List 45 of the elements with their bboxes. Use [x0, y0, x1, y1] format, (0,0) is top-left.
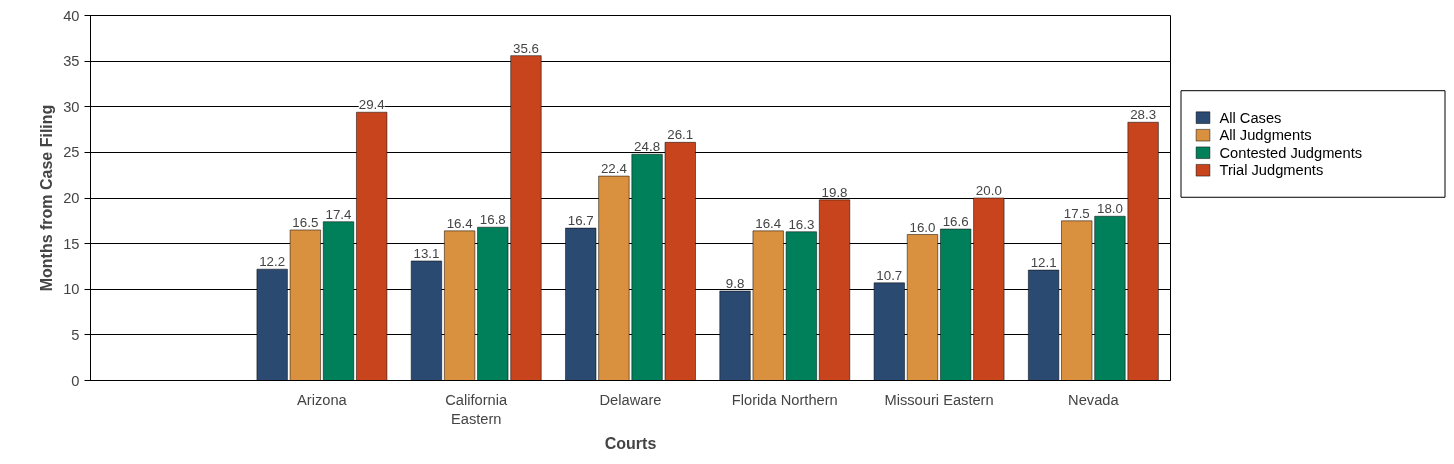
y-axis-title: Months from Case Filing: [38, 104, 56, 292]
y-tick-label: 15: [63, 235, 80, 252]
x-tick-label: California Eastern: [445, 391, 509, 427]
y-tick-label: 30: [63, 98, 80, 115]
x-tick-label: Nevada: [1068, 391, 1120, 408]
data-label: 10.7: [876, 267, 903, 283]
data-label: 24.8: [634, 139, 661, 155]
x-tick-label: Missouri Eastern: [884, 391, 994, 408]
data-label: 29.4: [358, 97, 386, 113]
data-label: 16.0: [909, 219, 936, 235]
data-label: 9.8: [725, 276, 745, 292]
data-label: 12.1: [1030, 255, 1057, 271]
data-label: 26.1: [667, 127, 694, 143]
data-label: 17.4: [325, 206, 353, 222]
y-tick-label: 5: [71, 326, 80, 343]
x-tick-label: Delaware: [599, 391, 662, 408]
data-label: 16.4: [446, 215, 474, 231]
data-label: 28.3: [1130, 107, 1157, 123]
y-tick-label: 0: [71, 372, 80, 389]
data-label: 18.0: [1096, 201, 1123, 217]
x-tick-label: Florida Northern: [731, 391, 838, 408]
data-label: 20.0: [975, 183, 1002, 198]
x-axis-title: Courts: [604, 434, 657, 452]
legend-label: Contested Judgments: [1219, 144, 1363, 161]
data-label: 16.3: [788, 216, 815, 232]
data-label: 16.8: [479, 212, 506, 228]
x-tick-label: Arizona: [297, 391, 348, 408]
data-label: 16.7: [567, 213, 594, 229]
data-label: 17.5: [1063, 205, 1090, 221]
y-tick-label: 25: [63, 144, 80, 161]
legend-label: All Judgments: [1219, 127, 1312, 144]
data-label: 16.4: [755, 215, 782, 231]
data-label: 19.8: [821, 184, 848, 200]
y-tick-label: 20: [63, 190, 80, 206]
data-label: 16.5: [292, 214, 319, 230]
data-label: 16.6: [942, 214, 969, 230]
data-label: 35.6: [513, 40, 539, 56]
legend-label: Trial Judgments: [1219, 162, 1324, 179]
legend-label: All Cases: [1219, 109, 1282, 126]
y-tick-label: 40: [63, 7, 80, 24]
y-tick-label: 35: [63, 53, 80, 70]
data-label: 12.2: [259, 254, 286, 270]
data-label: 13.1: [413, 245, 440, 261]
data-label: 22.4: [600, 161, 628, 177]
y-tick-label: 10: [63, 281, 80, 298]
